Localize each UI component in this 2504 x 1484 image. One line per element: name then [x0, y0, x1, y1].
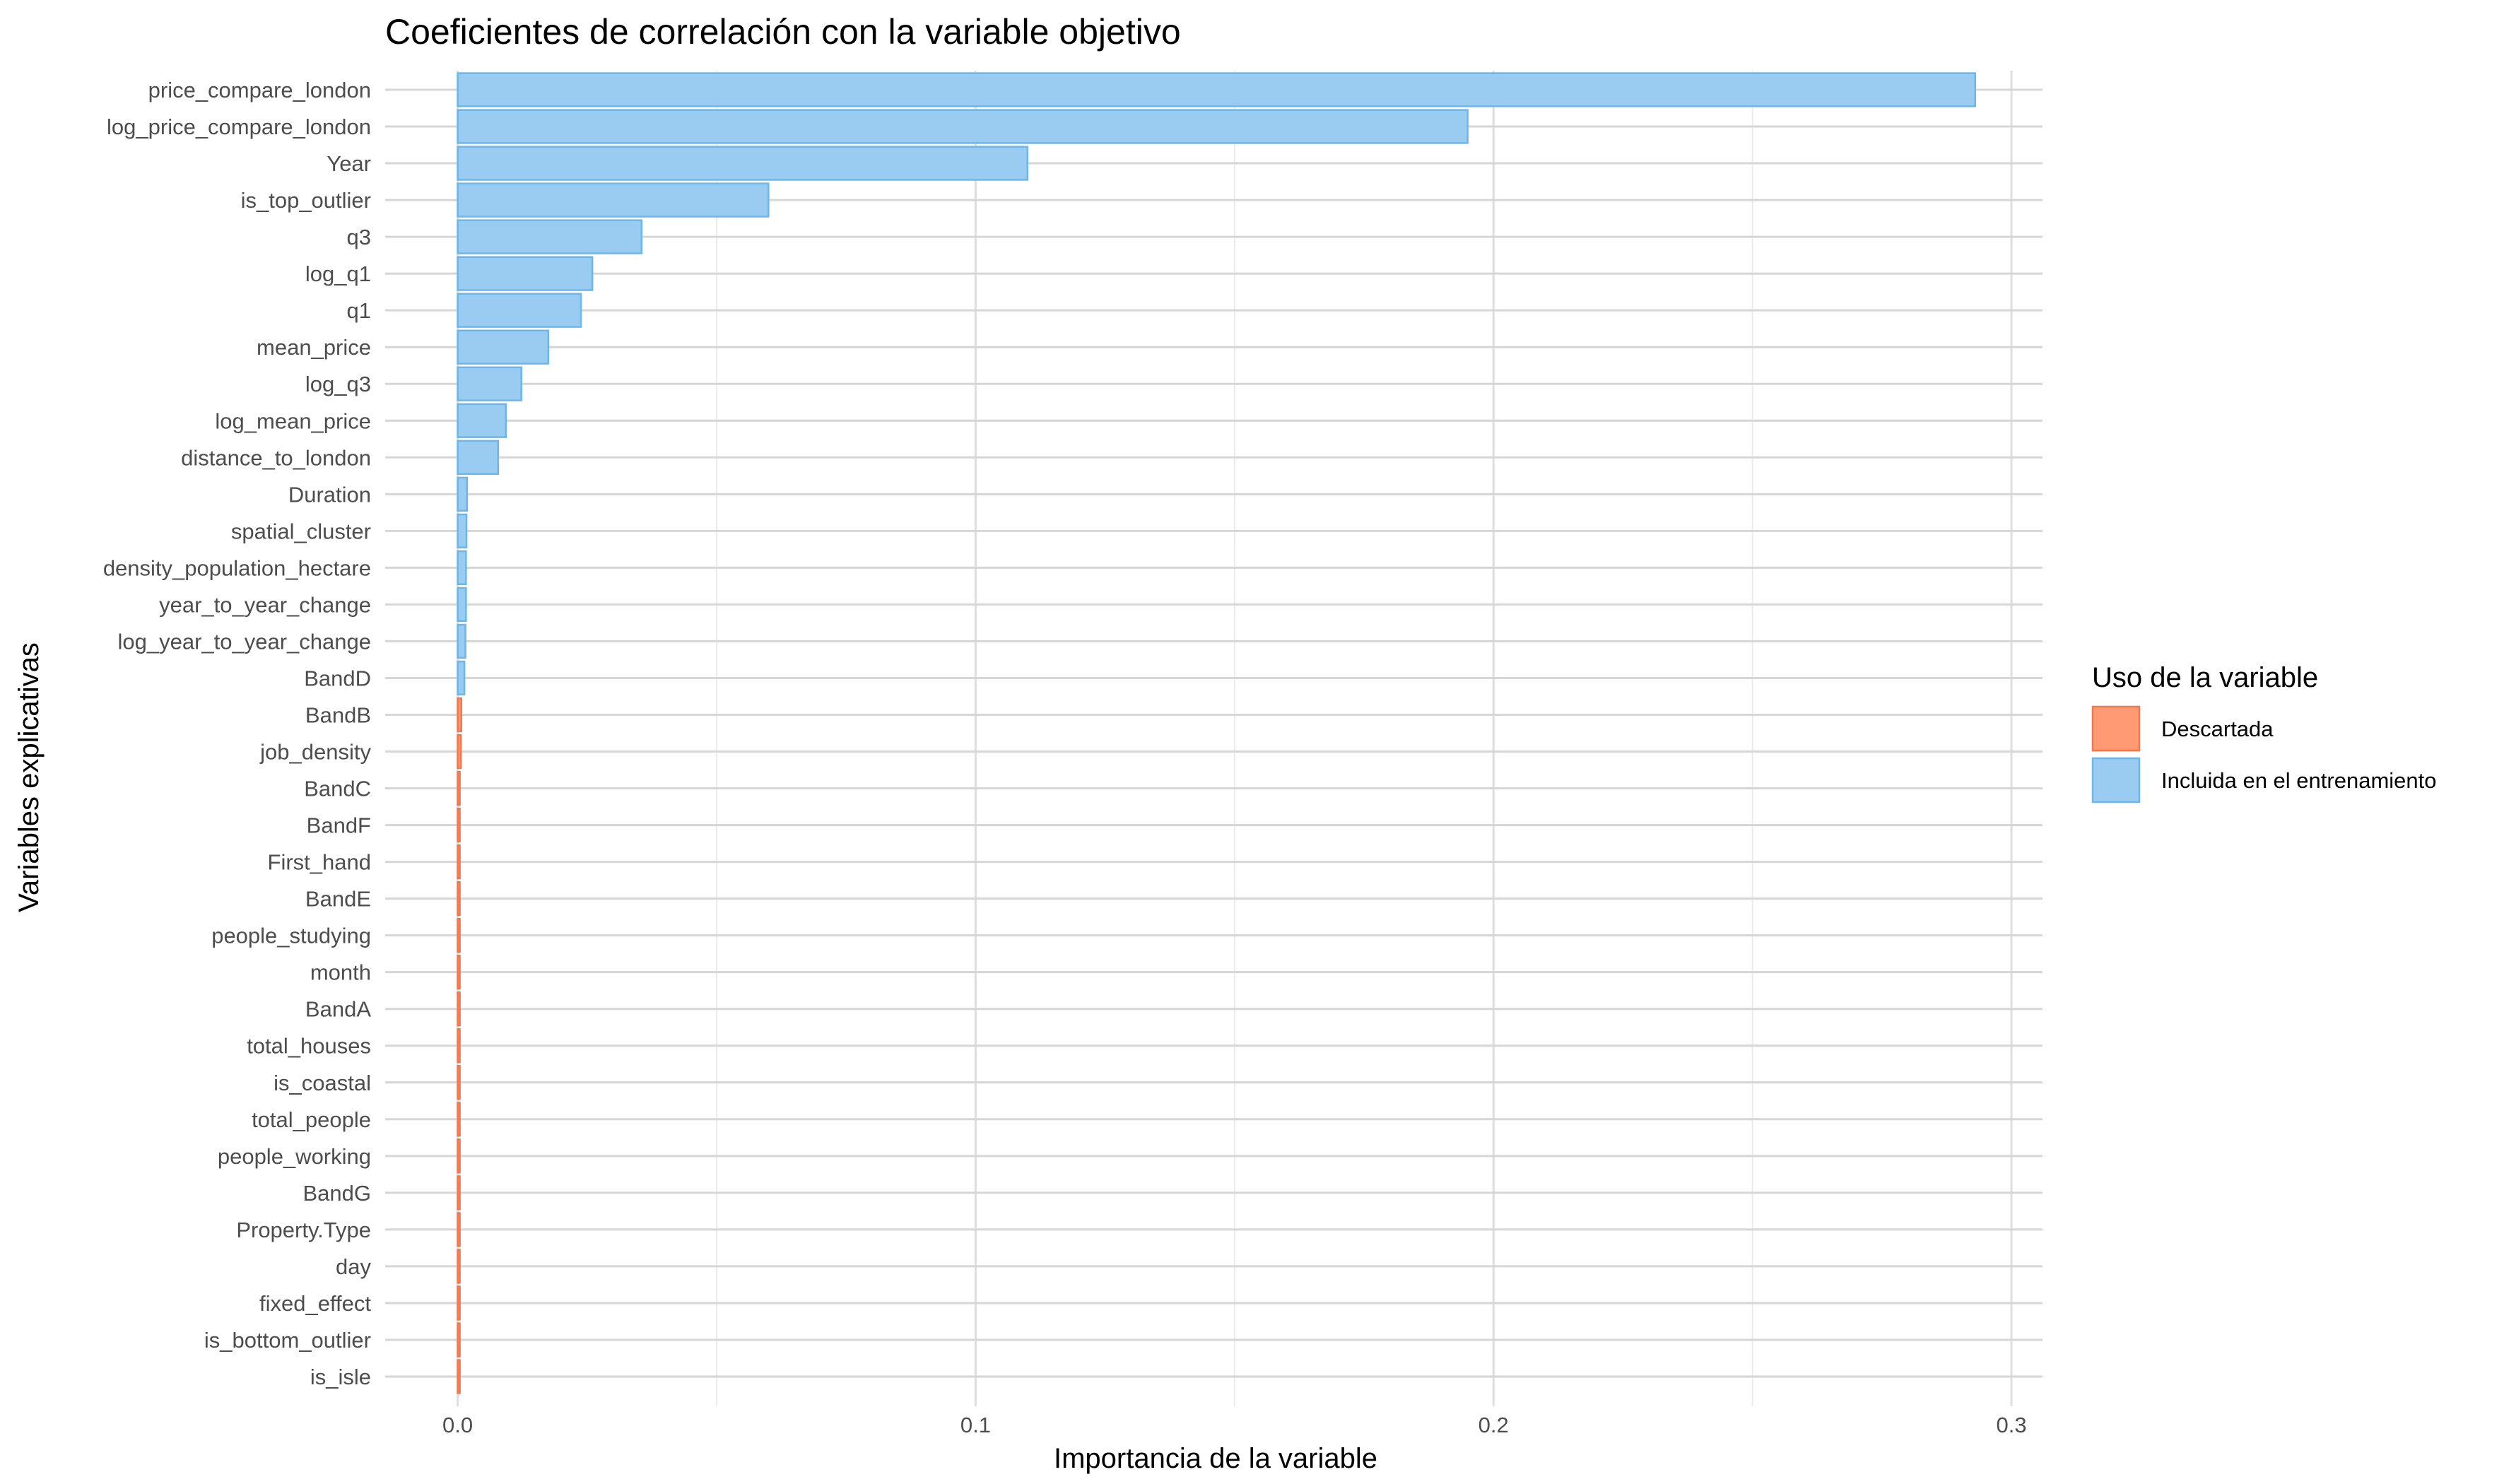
legend-label-descartada: Descartada: [2161, 717, 2274, 741]
y-tick-label: First_hand: [268, 850, 371, 875]
y-tick-label: fixed_effect: [259, 1291, 371, 1316]
legend-title: Uso de la variable: [2092, 662, 2318, 693]
y-tick-label: q1: [347, 298, 371, 323]
bar-BandB: [457, 697, 462, 733]
y-tick-label: log_mean_price: [215, 408, 371, 433]
y-tick-label: job_density: [259, 740, 371, 765]
chart-title: Coeficientes de correlación con la varia…: [385, 12, 1181, 52]
x-tick-label: 0.1: [960, 1413, 991, 1437]
x-tick-labels: 0.0 0.1 0.2 0.3: [442, 1413, 2027, 1437]
legend-label-incluida: Incluida en el entrenamiento: [2161, 768, 2436, 793]
bar-is_isle: [457, 1359, 461, 1394]
legend-swatch-descartada: [2091, 705, 2141, 752]
y-tick-label: month: [310, 960, 371, 985]
y-tick-labels: price_compare_london log_price_compare_lo…: [103, 78, 372, 1389]
y-tick-label: is_top_outlier: [241, 188, 371, 213]
bar-q1: [457, 293, 582, 328]
bars-layer: [457, 72, 1976, 1394]
y-tick-label: log_q3: [305, 372, 371, 396]
legend: Uso de la variable Descartada Incluida en…: [2091, 662, 2436, 803]
bar-log_q3: [457, 366, 522, 401]
x-axis-title: Importancia de la variable: [1054, 1443, 1377, 1474]
bar-job_density: [457, 734, 462, 770]
bar-BandC: [457, 770, 461, 806]
bar-BandF: [457, 807, 461, 843]
y-tick-label: is_bottom_outlier: [204, 1328, 371, 1353]
y-axis-title: Variables explicativas: [13, 642, 45, 912]
bar-people_studying: [457, 917, 461, 953]
y-tick-label: total_people: [252, 1107, 371, 1132]
bar-month: [457, 955, 461, 990]
bar-Year: [457, 146, 1028, 181]
bar-BandA: [457, 991, 461, 1027]
bar-log_mean_price: [457, 403, 507, 438]
bar-is_top_outlier: [457, 182, 770, 218]
y-tick-label: people_working: [218, 1144, 371, 1169]
bar-Property.Type: [457, 1212, 461, 1247]
bar-BandG: [457, 1175, 461, 1211]
y-tick-label: BandD: [304, 666, 371, 690]
legend-swatch-incluida: [2091, 757, 2141, 803]
bar-fixed_effect: [457, 1285, 461, 1321]
y-tick-label: mean_price: [257, 335, 371, 360]
y-tick-label: day: [336, 1254, 371, 1279]
y-tick-label: BandA: [305, 997, 371, 1022]
bar-log_price_compare_london: [457, 109, 1469, 144]
y-tick-label: price_compare_london: [148, 78, 371, 102]
x-tick-label: 0.0: [442, 1413, 473, 1437]
bar-First_hand: [457, 844, 461, 880]
bar-Duration: [457, 476, 469, 512]
y-tick-label: is_coastal: [274, 1071, 371, 1095]
bar-is_coastal: [457, 1065, 461, 1100]
y-tick-label: year_to_year_change: [159, 592, 371, 617]
bar-total_houses: [457, 1028, 461, 1064]
y-tick-label: BandG: [302, 1181, 371, 1206]
bar-BandD: [457, 660, 466, 696]
y-tick-label: Year: [327, 151, 371, 176]
x-tick-label: 0.3: [1996, 1413, 2026, 1437]
bar-log_q1: [457, 256, 594, 291]
y-tick-label: Duration: [288, 482, 371, 507]
y-tick-label: BandF: [307, 813, 371, 838]
y-tick-label: BandE: [305, 887, 371, 912]
bar-mean_price: [457, 329, 550, 365]
bar-total_people: [457, 1102, 461, 1137]
y-tick-label: distance_to_london: [181, 445, 371, 470]
y-tick-label: q3: [347, 225, 371, 249]
bar-BandE: [457, 881, 461, 917]
y-tick-label: BandC: [304, 777, 371, 801]
bar-spatial_cluster: [457, 513, 468, 549]
bar-is_bottom_outlier: [457, 1322, 461, 1358]
bar-q3: [457, 219, 642, 254]
y-tick-label: BandB: [305, 702, 371, 727]
bar-price_compare_london: [457, 72, 1976, 107]
y-tick-label: people_studying: [211, 924, 371, 948]
bar-year_to_year_change: [457, 587, 467, 623]
bar-people_working: [457, 1138, 461, 1174]
bar-density_population_hectare: [457, 550, 467, 586]
y-tick-label: log_price_compare_london: [107, 114, 371, 139]
bar-distance_to_london: [457, 440, 500, 475]
y-tick-label: spatial_cluster: [231, 519, 371, 543]
bar-day: [457, 1249, 461, 1284]
y-tick-label: density_population_hectare: [103, 555, 371, 580]
y-tick-label: log_q1: [305, 261, 371, 286]
y-tick-label: is_isle: [310, 1365, 371, 1389]
y-tick-label: Property.Type: [236, 1218, 371, 1242]
x-tick-label: 0.2: [1479, 1413, 1509, 1437]
bar-log_year_to_year_change: [457, 623, 466, 659]
legend-entries: Descartada Incluida en el entrenamiento: [2091, 705, 2436, 803]
y-tick-label: total_houses: [247, 1034, 371, 1059]
y-tick-label: log_year_to_year_change: [118, 629, 372, 654]
